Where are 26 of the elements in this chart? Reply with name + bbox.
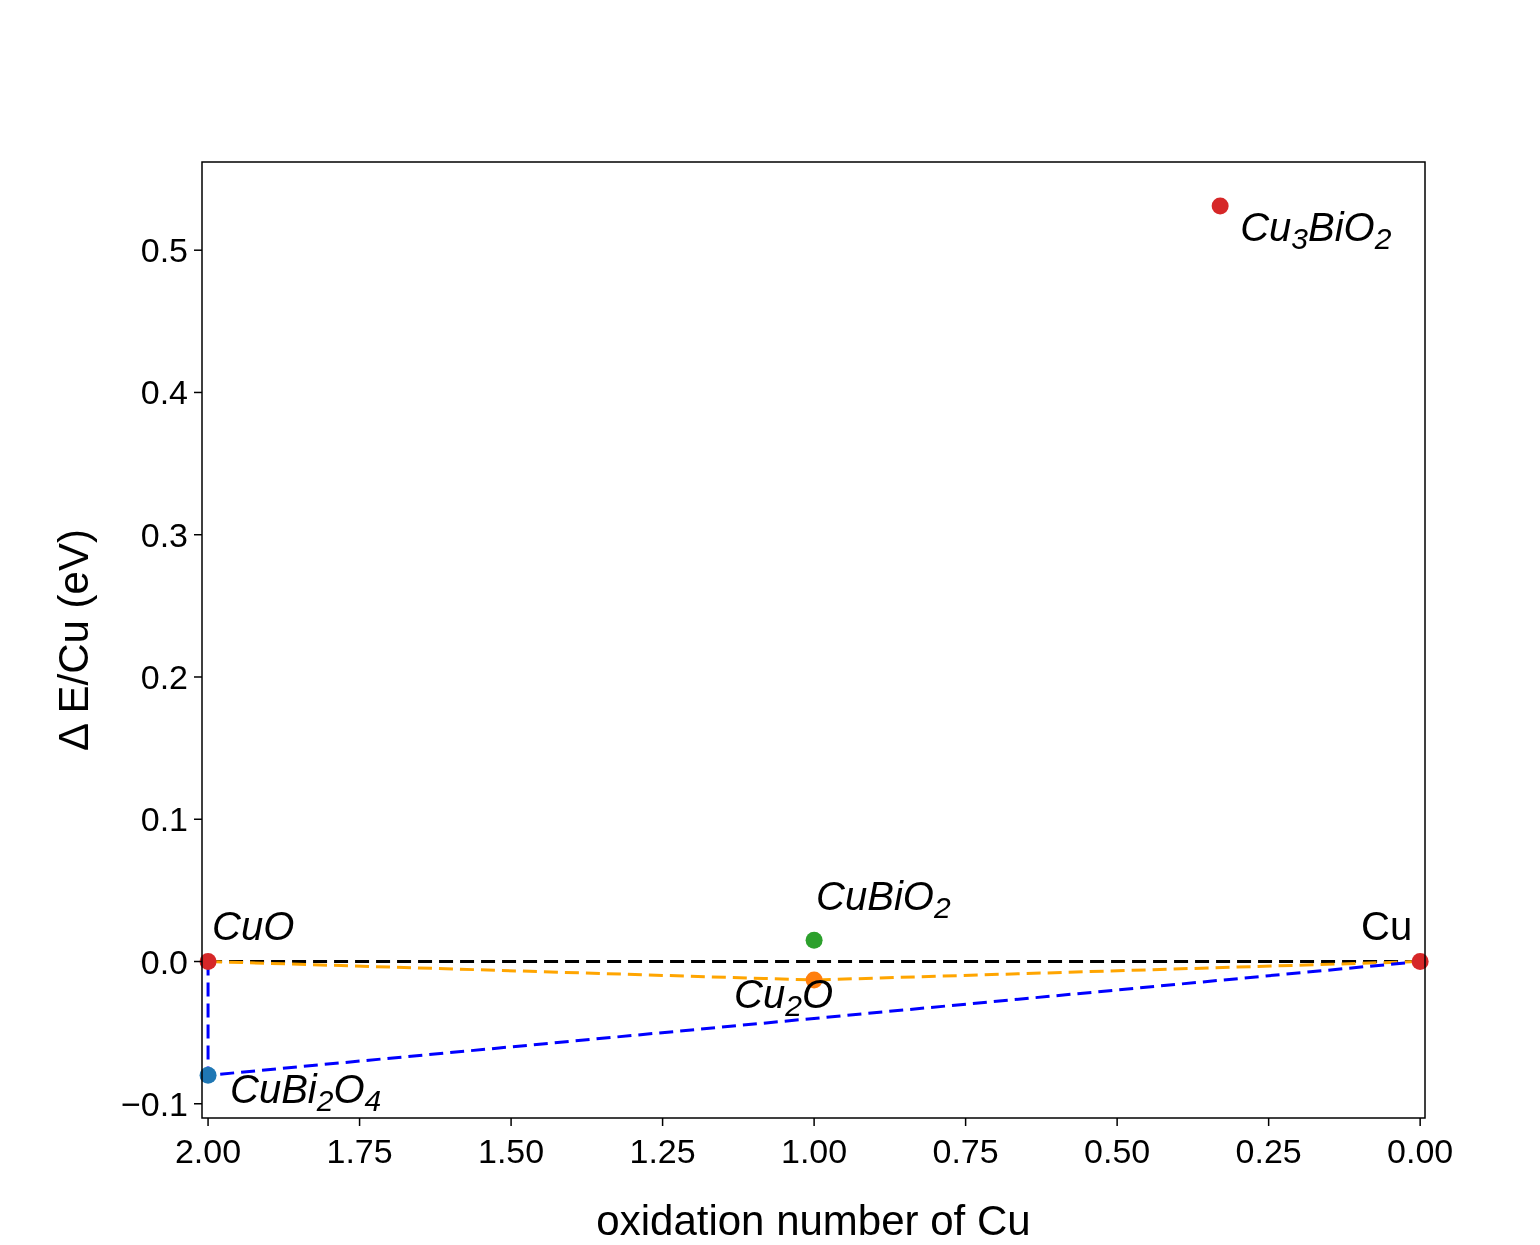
y-tick-label: 0.5 <box>140 231 188 270</box>
series-label: Cu$_{2}$O <box>734 972 834 1022</box>
x-tick-label: 0.25 <box>1235 1132 1302 1170</box>
point <box>805 931 823 949</box>
series-label: Cu$_{3}$BiO$_{2}$ <box>1240 205 1392 255</box>
x-tick-label: 1.00 <box>781 1132 848 1170</box>
y-tick-label: 0.1 <box>140 800 188 839</box>
y-tick-label: 0.4 <box>140 373 188 412</box>
x-tick-label: 1.75 <box>326 1132 393 1170</box>
y-tick-label: 0.0 <box>140 942 188 981</box>
x-tick-label: 1.50 <box>477 1132 545 1170</box>
point <box>1211 197 1229 215</box>
series-label: CuBiO$_{2}$ <box>816 874 951 924</box>
y-tick-label: −0.1 <box>120 1084 188 1123</box>
series-label: CuBi$_{2}$O$_{4}$ <box>230 1067 382 1117</box>
x-tick-label: 0.00 <box>1387 1132 1454 1170</box>
y-tick-label: 0.2 <box>140 657 188 696</box>
x-axis-title: oxidation number of Cu <box>596 1197 1031 1244</box>
y-axis-title: Δ E/Cu (eV) <box>50 529 97 751</box>
x-tick-label: 0.75 <box>932 1132 999 1170</box>
y-tick-label: 0.3 <box>140 515 188 554</box>
series-label: Cu <box>1361 903 1413 948</box>
x-tick-label: 2.00 <box>174 1132 242 1170</box>
x-tick-label: 1.25 <box>629 1132 696 1170</box>
series-label: CuO <box>212 903 295 948</box>
x-tick-label: 0.50 <box>1084 1132 1151 1170</box>
